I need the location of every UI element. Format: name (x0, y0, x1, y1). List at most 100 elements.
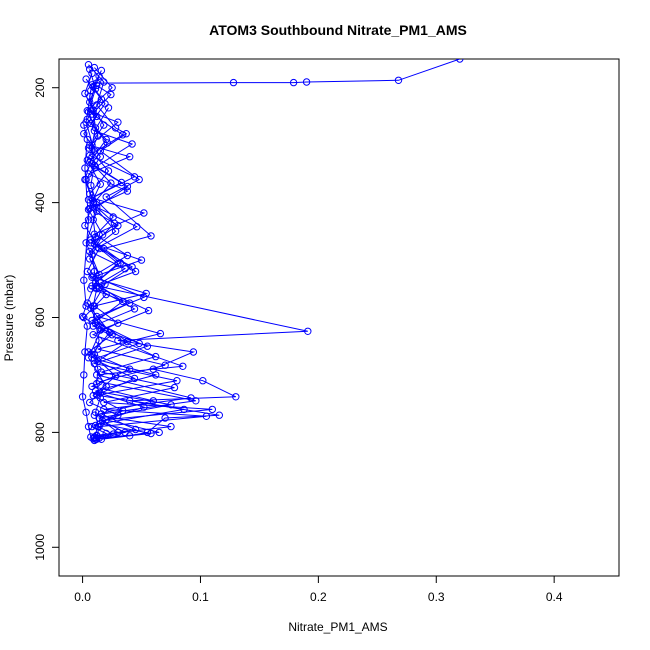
data-point (117, 178, 126, 187)
data-point (94, 345, 102, 353)
data-point (84, 144, 93, 152)
data-point (87, 285, 95, 293)
data-point (83, 156, 92, 164)
data-point (86, 255, 94, 263)
data-point (84, 60, 93, 69)
series-1 (86, 59, 464, 441)
data-point (394, 76, 403, 85)
data-point (89, 391, 97, 400)
plot-frame (58, 58, 620, 577)
data-point (88, 350, 96, 358)
data-point (302, 78, 311, 86)
x-tick-label: 0.1 (192, 590, 209, 604)
data-point (202, 412, 211, 420)
data-point (101, 280, 109, 288)
data-point (84, 216, 93, 224)
data-point (102, 193, 110, 201)
data-point (80, 121, 88, 129)
data-point (83, 135, 92, 144)
data-point (131, 267, 140, 276)
data-point (93, 435, 101, 443)
x-axis-label: Nitrate_PM1_AMS (288, 620, 387, 634)
data-point (152, 371, 160, 379)
data-point (143, 342, 152, 350)
data-point (161, 414, 169, 422)
series-line (85, 78, 172, 439)
data-point (89, 435, 97, 443)
data-point (161, 361, 169, 369)
data-point (103, 139, 112, 147)
data-point (119, 406, 127, 415)
data-point (106, 328, 114, 337)
data-point (119, 131, 127, 139)
data-point (155, 428, 163, 437)
series-12 (83, 65, 127, 443)
data-point (130, 374, 139, 383)
data-point (111, 372, 120, 380)
x-tick-label: 0.0 (74, 590, 91, 604)
data-point (89, 322, 97, 330)
data-point (97, 325, 106, 333)
y-tick-label: 800 (33, 422, 47, 442)
data-point (84, 196, 93, 204)
series-line (88, 64, 308, 440)
data-point (232, 393, 240, 401)
x-tick-label: 0.3 (428, 590, 445, 604)
data-point (97, 368, 106, 376)
data-point (87, 304, 95, 312)
data-point (78, 393, 87, 401)
series-line (86, 67, 207, 439)
series-line (86, 69, 124, 440)
data-point (123, 187, 132, 195)
data-point (123, 182, 132, 191)
data-point (140, 403, 148, 411)
series-2 (84, 60, 312, 443)
x-tick-label: 0.4 (546, 590, 563, 604)
data-point (121, 428, 129, 437)
data-point (82, 302, 90, 310)
y-axis-label: Pressure (mbar) (2, 275, 16, 362)
data-point (229, 78, 238, 87)
data-point (108, 84, 116, 92)
y-tick-label: 600 (33, 307, 47, 327)
data-point (456, 59, 464, 63)
data-point (192, 397, 200, 405)
series-9 (78, 121, 95, 441)
data-point (199, 377, 207, 385)
y-tick-label: 1000 (33, 534, 47, 561)
data-point (95, 378, 103, 386)
data-point (91, 421, 100, 430)
data-point (82, 408, 90, 416)
data-point (97, 95, 106, 103)
data-point (86, 65, 94, 74)
data-point (96, 389, 105, 397)
data-point (102, 382, 110, 391)
data-point (96, 326, 105, 334)
data-point (144, 306, 153, 315)
data-point (156, 329, 165, 338)
x-axis: 0.0 0.1 0.2 0.3 0.4 (74, 575, 563, 604)
data-point (98, 231, 107, 239)
data-point (215, 411, 224, 419)
data-point (130, 305, 139, 313)
chart-title: ATOM3 Southbound Nitrate_PM1_AMS (209, 22, 467, 38)
data-point (91, 279, 100, 287)
series-line (88, 84, 196, 437)
data-point (114, 118, 122, 126)
data-point (173, 377, 181, 385)
data-point (140, 209, 148, 217)
data-point (128, 140, 136, 148)
data-point (93, 207, 101, 215)
data-point (84, 108, 93, 116)
x-tick-label: 0.2 (310, 590, 327, 604)
series-line (89, 59, 460, 438)
data-point (80, 371, 88, 379)
data-point (119, 297, 127, 306)
series-line (82, 124, 92, 438)
data-point (126, 153, 134, 161)
data-point (130, 173, 139, 181)
data-point (123, 337, 132, 346)
y-tick-label: 400 (33, 192, 47, 212)
data-point (133, 223, 141, 231)
